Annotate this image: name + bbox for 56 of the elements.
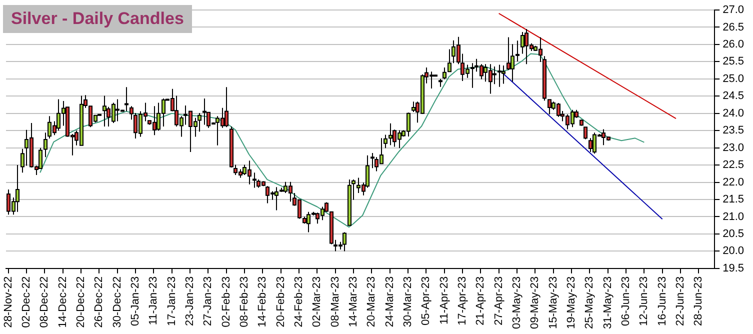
x-tick-label: 21-Apr-23 — [474, 276, 487, 326]
x-tick-label: 08-Feb-23 — [238, 276, 250, 328]
x-tick-label: 27-Jan-23 — [202, 276, 214, 326]
x-tick-label: 24-Feb-23 — [293, 276, 306, 328]
x-tick-label: 25-May-23 — [584, 276, 596, 329]
x-tick-label: 17-Apr-23 — [456, 276, 469, 326]
x-tick-label: 08-Dec-22 — [38, 276, 51, 328]
x-tick-label: 26-Dec-22 — [93, 276, 106, 328]
x-tick-label: 20-Mar-23 — [366, 276, 378, 328]
x-tick-label: 08-Mar-23 — [329, 276, 342, 328]
x-tick-label: 11-Apr-23 — [438, 276, 450, 325]
x-tick-label: 06-Jun-23 — [620, 276, 632, 326]
x-tick-label: 19-May-23 — [566, 276, 578, 329]
y-tick-label: 26.0 — [722, 38, 744, 50]
x-tick-label: 24-Mar-23 — [384, 276, 396, 328]
y-tick-label: 22.5 — [722, 159, 744, 172]
y-tick-label: 23.0 — [722, 142, 744, 154]
x-tick-label: 02-Dec-22 — [20, 276, 32, 328]
x-tick-label: 27-Apr-23 — [492, 276, 505, 326]
x-tick-label: 20-Dec-22 — [74, 276, 87, 328]
y-tick-label: 19.5 — [722, 262, 744, 274]
x-tick-label: 23-Jan-23 — [184, 276, 196, 326]
x-tick-label: 28-Jun-23 — [692, 276, 705, 326]
x-tick-label: 17-Jan-23 — [166, 276, 178, 326]
x-tick-label: 05-Jan-23 — [129, 276, 142, 326]
x-tick-label: 09-May-23 — [529, 276, 542, 329]
x-tick-label: 02-Mar-23 — [311, 276, 324, 328]
x-tick-label: 20-Feb-23 — [274, 276, 287, 328]
y-tick-label: 22.0 — [722, 176, 744, 188]
y-tick-label: 23.5 — [722, 124, 744, 137]
x-tick-label: 05-Apr-23 — [420, 276, 432, 326]
y-tick-label: 20.0 — [722, 245, 744, 258]
y-tick-label: 20.5 — [722, 228, 744, 240]
y-tick-label: 24.5 — [722, 90, 744, 102]
x-tick-label: 12-Jun-23 — [638, 276, 650, 326]
x-tick-label: 16-Jun-23 — [656, 276, 668, 326]
y-tick-label: 25.0 — [722, 72, 744, 85]
x-tick-label: 28-Nov-22 — [2, 276, 14, 328]
x-tick-label: 14-Mar-23 — [348, 276, 360, 328]
x-tick-label: 11-Jan-23 — [148, 276, 160, 326]
y-tick-label: 27.0 — [722, 4, 744, 16]
x-tick-label: 02-Feb-23 — [220, 276, 232, 328]
chart-title: Silver - Daily Candles — [3, 5, 192, 33]
x-tick-label: 15-May-23 — [547, 276, 560, 329]
x-tick-label: 22-Jun-23 — [674, 276, 687, 326]
x-tick-label: 14-Dec-22 — [56, 276, 69, 328]
y-tick-label: 26.5 — [722, 21, 744, 34]
y-tick-label: 21.0 — [722, 210, 744, 223]
x-tick-label: 14-Feb-23 — [256, 276, 269, 328]
x-tick-label: 30-Dec-22 — [111, 276, 124, 328]
x-tick-label: 30-Mar-23 — [402, 276, 414, 328]
y-tick-label: 24.0 — [722, 107, 744, 120]
y-tick-label: 21.5 — [722, 194, 744, 206]
x-tick-label: 03-May-23 — [511, 276, 524, 329]
x-tick-label: 31-May-23 — [602, 276, 614, 329]
y-tick-label: 25.5 — [722, 56, 744, 68]
